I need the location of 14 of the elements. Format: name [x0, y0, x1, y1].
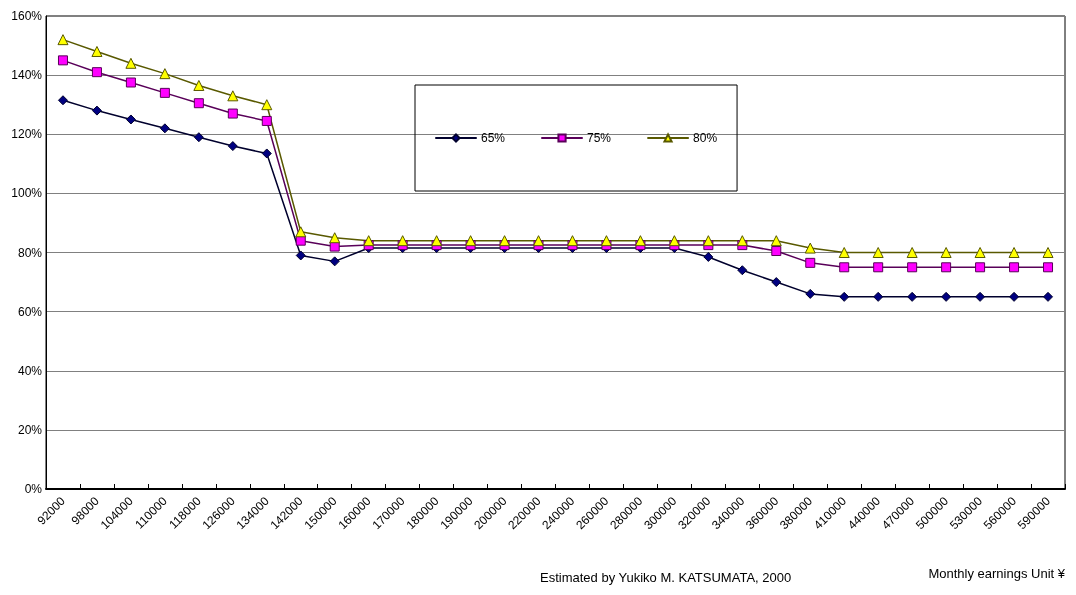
y-tick-label: 140% — [11, 68, 43, 83]
text: Estimated by Yukiko M. KATSUMATA, 2000 — [540, 570, 792, 585]
x-axis-title: Monthly earnings Unit ¥ — [928, 566, 1066, 581]
y-tick-label: 60% — [17, 304, 43, 319]
legend-label: 65% — [481, 131, 506, 145]
y-tick-label: 0% — [24, 482, 43, 496]
y-tick-label: 120% — [11, 127, 43, 142]
y-tick-label: 40% — [17, 363, 43, 378]
y-tick-label: 80% — [17, 245, 43, 260]
legend-label: 75% — [587, 131, 612, 145]
y-tick-label: 160% — [11, 9, 43, 23]
legend-label: 80% — [693, 131, 718, 145]
y-tick-label: 100% — [11, 186, 43, 201]
y-tick-label: 20% — [17, 422, 43, 437]
